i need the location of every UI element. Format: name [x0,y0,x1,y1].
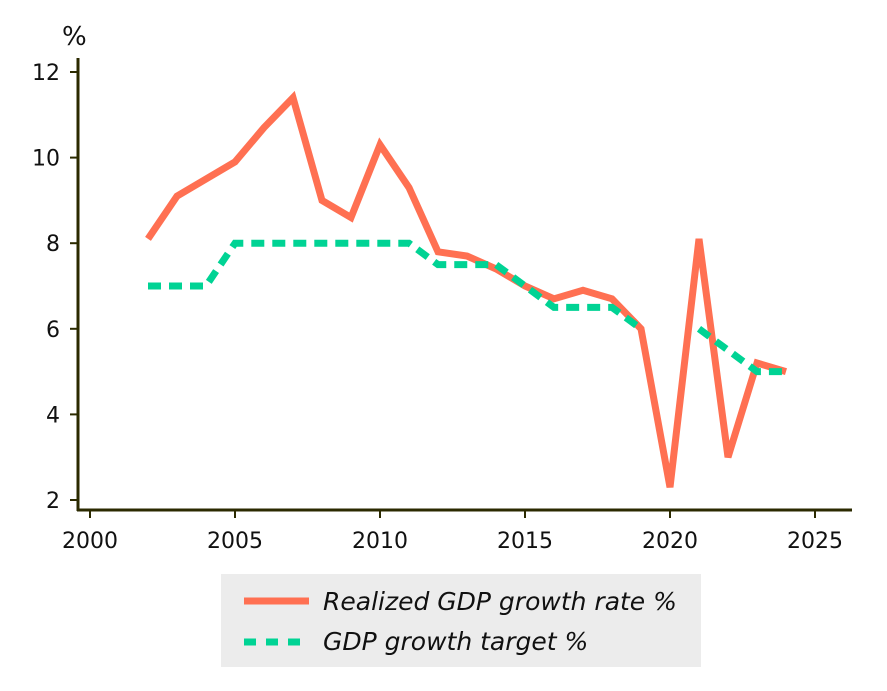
y-tick-label: 10 [32,147,60,172]
x-tick-label: 2005 [207,529,263,554]
x-tick-label: 2020 [642,529,698,554]
y-tick-label: 4 [46,403,60,428]
legend: Realized GDP growth rate % GDP growth ta… [221,574,701,667]
x-tick-label: 2000 [62,529,118,554]
y-tick-label: 12 [32,61,60,86]
y-tick-label: 6 [46,318,60,343]
growth-target-line [148,239,644,332]
y-axis-label: % [62,22,87,52]
realized-growth-line [145,90,787,488]
y-tick-label: 8 [46,232,60,257]
legend-box [221,574,701,667]
growth-target-line [696,325,786,376]
x-tick-label: 2025 [787,529,843,554]
y-tick-label: 2 [46,489,60,514]
x-tick-label: 2010 [352,529,408,554]
legend-label-target: GDP growth target % [323,627,588,656]
x-tick-label: 2015 [497,529,553,554]
legend-label-realized: Realized GDP growth rate % [323,587,677,616]
